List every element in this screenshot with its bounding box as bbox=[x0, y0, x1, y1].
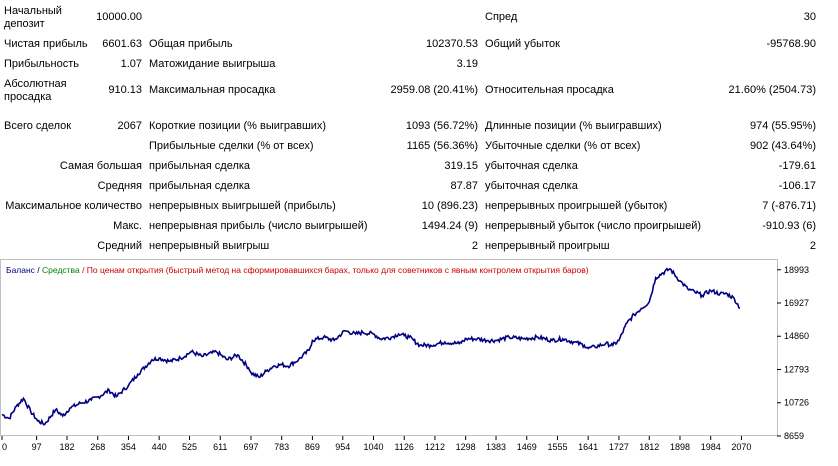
r6-c2: Прибыльные сделки (% от всех) bbox=[149, 140, 314, 152]
r4-v3: 21.60% (2504.73) bbox=[728, 84, 816, 96]
r2-v2: 102370.53 bbox=[426, 38, 478, 50]
r11-c3: непрерывный проигрыш bbox=[485, 240, 610, 252]
r7-v3: -179.61 bbox=[778, 160, 816, 172]
r10-c2: непрерывная прибыль (число выигрышей) bbox=[149, 220, 368, 232]
r11-v3: 2 bbox=[809, 240, 816, 252]
x-tick-label: 869 bbox=[305, 442, 320, 452]
y-tick-label: 18993 bbox=[784, 265, 809, 275]
r8-c2: прибыльная сделка bbox=[149, 180, 251, 192]
r1-c3: Спред bbox=[485, 11, 518, 23]
r3-c1: Прибыльность bbox=[4, 58, 79, 70]
r8-c3: убыточная сделка bbox=[485, 180, 578, 192]
r4-c3: Относительная просадка bbox=[485, 84, 614, 96]
x-tick-label: 783 bbox=[274, 442, 289, 452]
r6-v2: 1165 (56.36%) bbox=[406, 140, 478, 152]
y-tick-label: 16927 bbox=[784, 298, 809, 308]
r1-v3: 30 bbox=[803, 11, 816, 23]
x-tick-label: 1898 bbox=[670, 442, 690, 452]
r6-c3: Убыточные сделки (% от всех) bbox=[485, 140, 641, 152]
x-tick-label: 1555 bbox=[547, 442, 567, 452]
r2-v3: -95768.90 bbox=[766, 38, 816, 50]
r10-v2: 1494.24 (9) bbox=[421, 220, 478, 232]
x-tick-label: 1984 bbox=[701, 442, 721, 452]
r1-v1: 10000.00 bbox=[96, 11, 142, 23]
r4-v1: 910.13 bbox=[108, 84, 142, 96]
r8-v2: 87.87 bbox=[450, 180, 478, 192]
x-tick-label: 1469 bbox=[517, 442, 537, 452]
r9-v2: 10 (896.23) bbox=[421, 200, 478, 212]
r4-c2: Максимальная просадка bbox=[149, 84, 276, 96]
x-tick-label: 354 bbox=[121, 442, 136, 452]
balance-chart: Баланс / Средства / По ценам открытия (б… bbox=[0, 258, 838, 463]
r9-c3: непрерывных проигрышей (убыток) bbox=[485, 200, 668, 212]
r3-v2: 3.19 bbox=[456, 58, 478, 70]
chart-svg: Баланс / Средства / По ценам открытия (б… bbox=[0, 259, 809, 452]
y-tick-label: 12793 bbox=[784, 364, 809, 374]
x-tick-label: 1040 bbox=[363, 442, 383, 452]
r11-c2: непрерывный выигрыш bbox=[149, 240, 270, 252]
balance-series-line bbox=[1, 267, 741, 426]
r11-v2: 2 bbox=[471, 240, 478, 252]
x-tick-label: 182 bbox=[59, 442, 74, 452]
y-tick-label: 10726 bbox=[784, 398, 809, 408]
x-tick-label: 1812 bbox=[639, 442, 659, 452]
y-tick-label: 14860 bbox=[784, 331, 809, 341]
r5-c3: Длинные позиции (% выигравших) bbox=[485, 120, 662, 132]
legend-equity: Средства bbox=[42, 265, 80, 275]
r10-v3: -910.93 (6) bbox=[762, 220, 816, 232]
r8-v3: -106.17 bbox=[778, 180, 816, 192]
x-tick-label: 525 bbox=[182, 442, 197, 452]
legend-balance: Баланс bbox=[6, 265, 36, 275]
r2-c1: Чистая прибыль bbox=[4, 38, 88, 50]
x-tick-label: 1641 bbox=[578, 442, 598, 452]
x-tick-label: 954 bbox=[335, 442, 350, 452]
r10-c3: непрерывный убыток (число проигрышей) bbox=[485, 220, 702, 232]
x-tick-label: 1298 bbox=[456, 442, 476, 452]
r3-c2: Матожидание выигрыша bbox=[149, 58, 276, 70]
x-tick-label: 1212 bbox=[425, 442, 445, 452]
x-tick-label: 1383 bbox=[486, 442, 506, 452]
r2-c3: Общий убыток bbox=[485, 38, 560, 50]
r11-c1: Средний bbox=[97, 240, 142, 252]
x-tick-label: 0 bbox=[2, 442, 7, 452]
r1-c1: Начальный депозит bbox=[4, 5, 62, 30]
r9-c2: непрерывных выигрышей (прибыль) bbox=[149, 200, 336, 212]
r6-v3: 902 (43.64%) bbox=[749, 140, 816, 152]
legend-separator: / bbox=[35, 265, 42, 275]
r5-v2: 1093 (56.72%) bbox=[405, 120, 478, 132]
x-tick-label: 440 bbox=[152, 442, 167, 452]
r10-c1: Макс. bbox=[113, 220, 142, 232]
r2-v1: 6601.63 bbox=[102, 38, 142, 50]
r5-c1: Всего сделок bbox=[4, 120, 72, 132]
x-tick-label: 1727 bbox=[609, 442, 629, 452]
x-tick-label: 611 bbox=[213, 442, 227, 452]
r4-v2: 2959.08 (20.41%) bbox=[390, 84, 478, 96]
legend-note: / По ценам открытия (быстрый метод на сф… bbox=[80, 265, 589, 275]
r9-c1: Максимальное количество bbox=[5, 200, 142, 212]
x-tick-label: 97 bbox=[32, 442, 42, 452]
r7-c1: Самая большая bbox=[59, 160, 142, 172]
r4-c1: Абсолютная просадка bbox=[4, 78, 67, 103]
r8-c1: Средняя bbox=[97, 180, 142, 192]
r2-c2: Общая прибыль bbox=[149, 38, 233, 50]
r7-c2: прибыльная сделка bbox=[149, 160, 251, 172]
x-tick-label: 2070 bbox=[731, 442, 751, 452]
plot-frame bbox=[0, 259, 778, 436]
r5-v3: 974 (55.95%) bbox=[749, 120, 816, 132]
x-tick-label: 697 bbox=[243, 442, 258, 452]
r7-v2: 319.15 bbox=[444, 160, 478, 172]
r9-v3: 7 (-876.71) bbox=[762, 200, 816, 212]
r5-c2: Короткие позиции (% выигравших) bbox=[149, 120, 327, 132]
y-tick-label: 8659 bbox=[784, 431, 804, 441]
r7-c3: убыточная сделка bbox=[485, 160, 578, 172]
r5-v1: 2067 bbox=[117, 120, 142, 132]
r3-v1: 1.07 bbox=[120, 58, 142, 70]
chart-legend: Баланс / Средства / По ценам открытия (б… bbox=[6, 265, 589, 275]
x-tick-label: 268 bbox=[90, 442, 105, 452]
x-tick-label: 1126 bbox=[395, 442, 414, 452]
